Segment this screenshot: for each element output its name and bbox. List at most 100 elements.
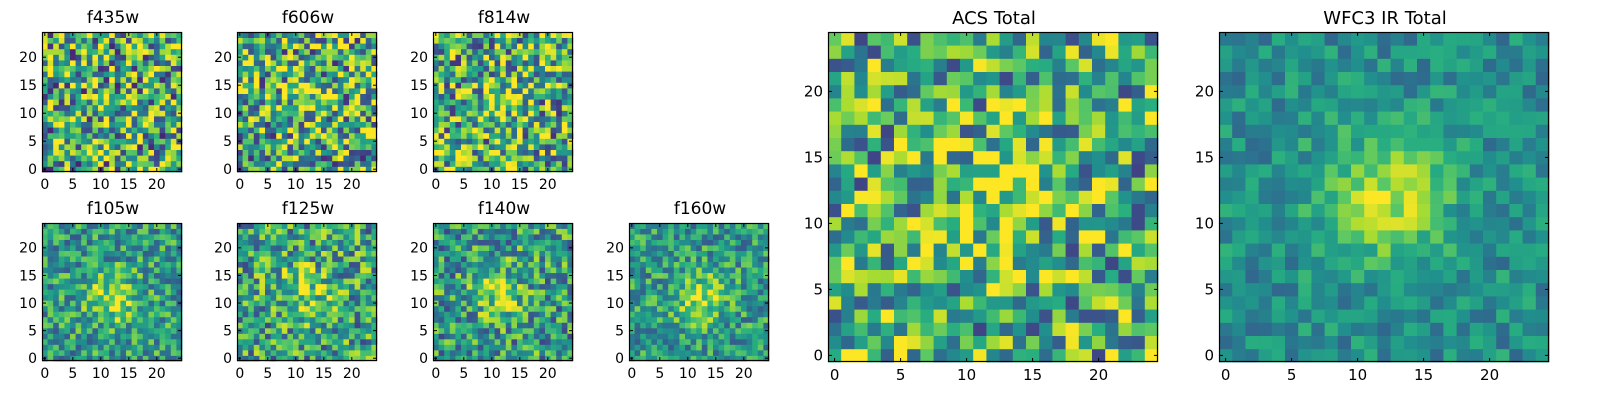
heatmap-cell xyxy=(634,261,641,268)
heatmap-cell xyxy=(477,93,484,100)
heatmap-cell xyxy=(561,327,568,334)
heatmap-cell xyxy=(242,93,249,100)
heatmap-cell xyxy=(729,250,736,257)
heatmap-cell xyxy=(332,327,339,334)
heatmap-cell xyxy=(92,116,99,122)
heatmap-cell xyxy=(315,344,322,351)
heatmap-cell xyxy=(539,116,546,122)
heatmap-cell xyxy=(713,294,719,301)
heatmap-cell xyxy=(343,132,350,139)
heatmap-cell xyxy=(466,355,473,362)
heatmap-cell xyxy=(533,256,540,263)
heatmap-cell xyxy=(349,37,355,44)
heatmap-cell xyxy=(349,149,355,156)
heatmap-cell xyxy=(461,261,467,268)
heatmap-cell xyxy=(86,155,93,162)
heatmap-cell xyxy=(58,65,65,72)
heatmap-cell xyxy=(293,155,299,162)
heatmap-cell xyxy=(718,294,725,301)
heatmap-cell xyxy=(494,261,501,268)
heatmap-cell xyxy=(500,138,507,145)
heatmap-cell xyxy=(343,234,350,240)
heatmap-cell xyxy=(70,43,76,50)
heatmap-cell xyxy=(701,234,708,240)
heatmap-cell xyxy=(281,305,288,312)
heatmap-cell xyxy=(539,93,546,100)
heatmap-cell xyxy=(763,228,770,235)
heatmap-cell xyxy=(707,234,714,240)
heatmap-cell xyxy=(103,160,110,167)
heatmap-cell xyxy=(657,322,663,329)
heatmap-cell xyxy=(1078,335,1093,350)
heatmap-cell xyxy=(668,283,675,290)
heatmap-cell xyxy=(270,289,277,296)
heatmap-cell xyxy=(365,99,372,106)
heatmap-cell xyxy=(159,82,166,89)
heatmap-cell xyxy=(539,223,546,229)
heatmap-cell xyxy=(103,311,110,318)
heatmap-cell xyxy=(354,65,361,72)
heatmap-cell xyxy=(920,282,934,297)
heatmap-cell xyxy=(354,261,361,268)
heatmap-cell xyxy=(489,65,495,72)
heatmap-cell xyxy=(528,234,535,240)
heatmap-cell xyxy=(281,144,288,150)
heatmap-cell xyxy=(999,230,1014,244)
heatmap-cell xyxy=(561,245,568,251)
heatmap-cell xyxy=(629,234,635,240)
heatmap-cell xyxy=(242,338,249,345)
heatmap-cell xyxy=(47,305,54,312)
heatmap-cell xyxy=(539,37,546,44)
heatmap-cell xyxy=(718,344,725,351)
heatmap-cell xyxy=(287,239,294,246)
heatmap-cell xyxy=(176,256,183,263)
heatmap-cell xyxy=(70,82,76,89)
heatmap-cell xyxy=(365,267,372,274)
heatmap-cell xyxy=(1118,322,1132,336)
heatmap-cell xyxy=(472,99,479,106)
heatmap-cell xyxy=(1026,282,1040,297)
heatmap-cell xyxy=(718,311,725,318)
heatmap-cell xyxy=(75,144,82,150)
heatmap-cell xyxy=(522,155,529,162)
y-tick-label: 20 xyxy=(410,50,428,66)
heatmap-cell xyxy=(999,243,1014,257)
heatmap-cell xyxy=(522,144,529,150)
heatmap-cell xyxy=(371,250,378,257)
heatmap-cell xyxy=(298,278,305,285)
heatmap-cell xyxy=(651,349,658,356)
heatmap-cell xyxy=(679,228,686,235)
heatmap-cell xyxy=(248,355,255,362)
heatmap-cell xyxy=(242,76,249,83)
heatmap-cell xyxy=(444,93,451,100)
heatmap-cell xyxy=(438,305,445,312)
heatmap-cell xyxy=(668,272,675,279)
heatmap-cell xyxy=(707,245,714,251)
heatmap-cell xyxy=(973,296,987,310)
heatmap-cell xyxy=(752,338,759,345)
heatmap-cell xyxy=(741,344,747,351)
heatmap-cell xyxy=(337,338,344,345)
heatmap-cell xyxy=(713,333,719,340)
heatmap-cell xyxy=(148,228,155,235)
heatmap-cell xyxy=(287,267,294,274)
panel-title: ACS Total xyxy=(952,8,1036,29)
heatmap-cell xyxy=(539,166,546,173)
heatmap-cell xyxy=(894,177,908,191)
heatmap-cell xyxy=(159,71,166,78)
heatmap-cell xyxy=(690,267,697,274)
heatmap-cell xyxy=(752,333,759,340)
heatmap-cell xyxy=(337,160,344,167)
heatmap-cell xyxy=(142,43,149,50)
heatmap-cell xyxy=(365,65,372,72)
heatmap-cell xyxy=(165,138,172,145)
heatmap-cell xyxy=(828,309,842,323)
heatmap-cell xyxy=(337,228,344,235)
heatmap-cell xyxy=(253,278,260,285)
heatmap-cell xyxy=(86,311,93,318)
heatmap-cell xyxy=(159,116,166,122)
heatmap-cell xyxy=(696,316,703,323)
heatmap-cell xyxy=(114,311,121,318)
heatmap-cell xyxy=(690,278,697,285)
heatmap-cell xyxy=(679,333,686,340)
